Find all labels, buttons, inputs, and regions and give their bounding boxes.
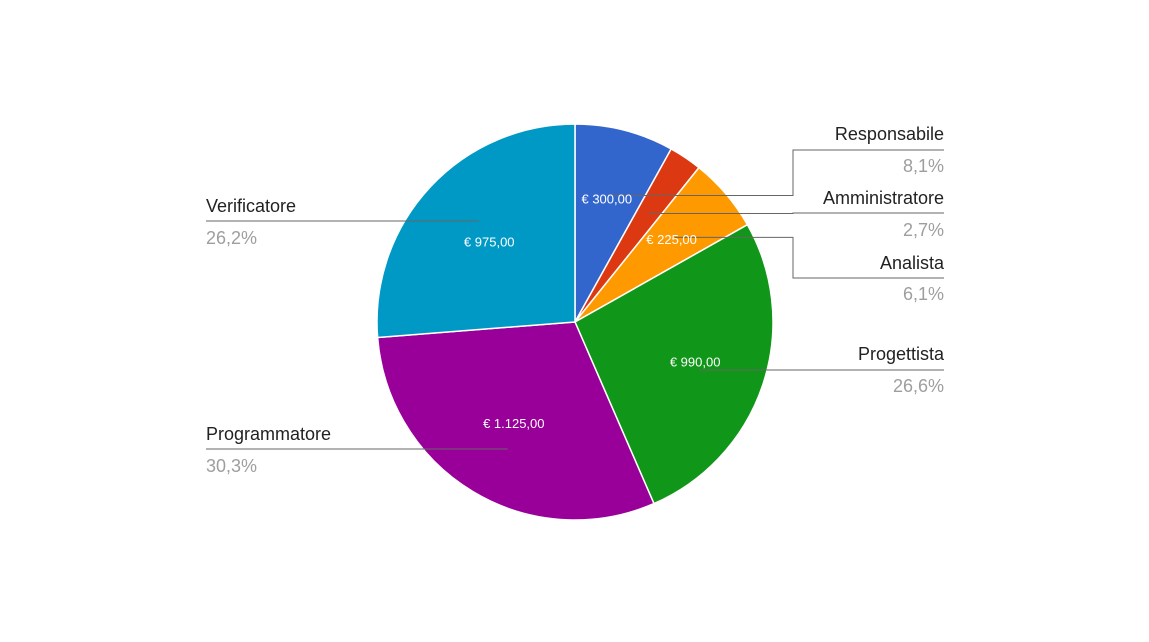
pie-slice-progettista[interactable]	[574, 223, 774, 505]
percent-label-verificatore: 26,2%	[206, 228, 257, 248]
percent-label-programmatore: 30,3%	[206, 456, 257, 476]
leader-line-amministratore	[647, 212, 944, 215]
slice-value-label-verificatore: € 975,00	[464, 235, 515, 250]
leader-line-responsabile	[607, 149, 944, 197]
pie-slice-programmatore[interactable]	[376, 321, 655, 521]
percent-label-amministratore: 2,7%	[903, 220, 944, 240]
category-label-verificatore: Verificatore	[206, 196, 296, 216]
slice-value-labels: € 300,00 € 225,00 € 990,00 € 1.125,00 € 975,…	[464, 191, 721, 430]
category-labels: Responsabile 8,1% Amministratore 2,7% Analis…	[206, 124, 945, 476]
leader-lines	[206, 149, 944, 450]
category-label-programmatore: Programmatore	[206, 424, 331, 444]
slice-value-label-responsabile: € 300,00	[581, 191, 632, 206]
slice-value-label-analista: € 225,00	[646, 232, 697, 247]
category-label-analista: Analista	[880, 253, 945, 273]
pie-slices	[376, 123, 774, 521]
category-label-amministratore: Amministratore	[823, 188, 944, 208]
slice-value-label-programmatore: € 1.125,00	[483, 416, 544, 431]
percent-label-responsabile: 8,1%	[903, 156, 944, 176]
percent-label-progettista: 26,6%	[893, 376, 944, 396]
slice-value-label-progettista: € 990,00	[670, 354, 721, 369]
category-label-responsabile: Responsabile	[835, 124, 944, 144]
pie-slice-verificatore[interactable]	[376, 123, 576, 339]
category-label-progettista: Progettista	[858, 344, 945, 364]
leader-line-analista	[674, 236, 944, 279]
pie-slice-responsabile[interactable]	[574, 123, 673, 325]
percent-label-analista: 6,1%	[903, 284, 944, 304]
